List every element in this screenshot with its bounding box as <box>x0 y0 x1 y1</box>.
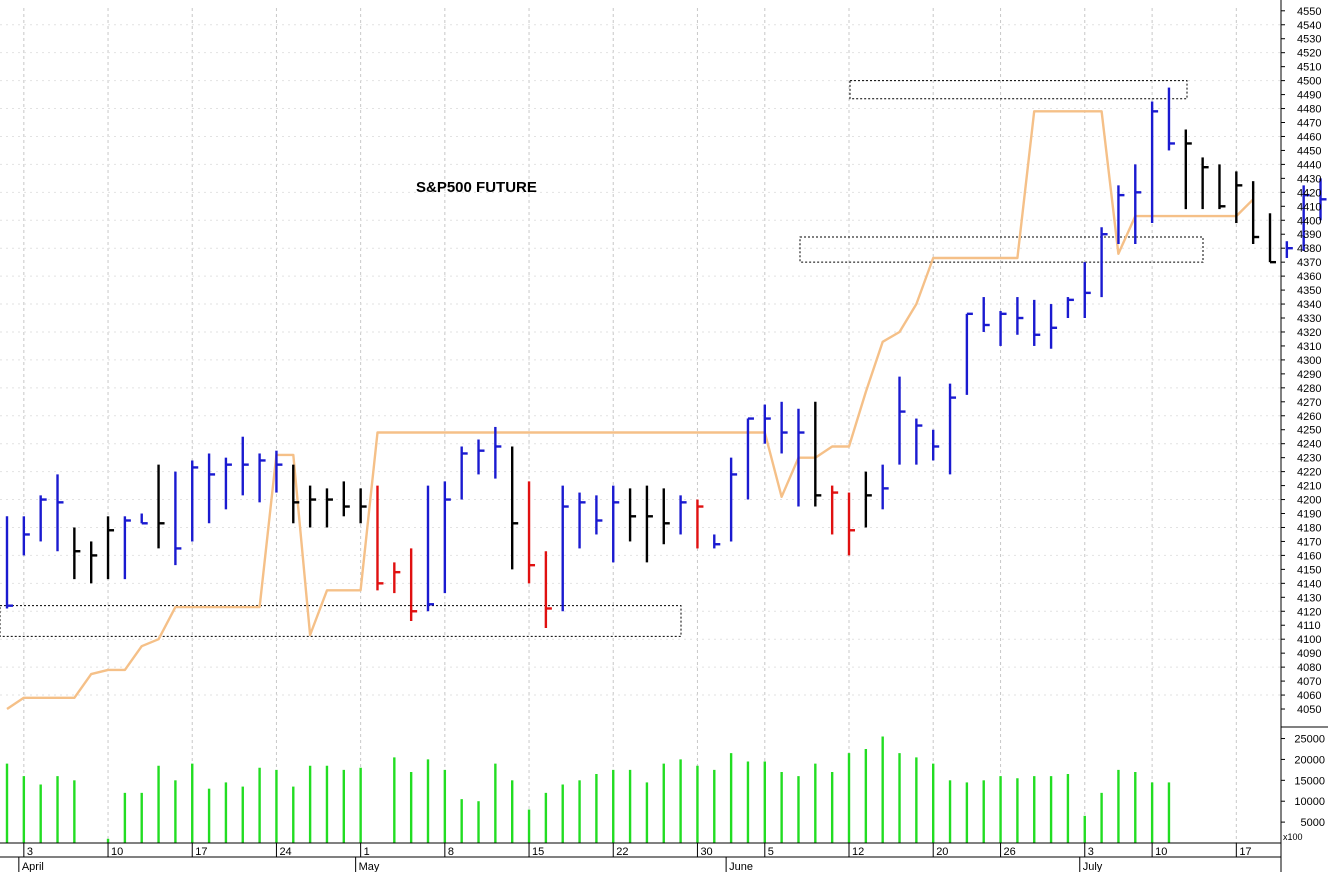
price-tick-label: 4210 <box>1297 481 1321 493</box>
month-tick-label: July <box>1083 861 1103 872</box>
price-tick-label: 4190 <box>1297 509 1321 521</box>
day-tick-label: 3 <box>1088 846 1094 858</box>
envelope-layer <box>6 110 1255 710</box>
price-tick-label: 4260 <box>1297 411 1321 423</box>
price-tick-label: 4410 <box>1297 201 1321 213</box>
grid-lines <box>0 8 1281 843</box>
price-tick-label: 4100 <box>1297 634 1321 646</box>
price-tick-label: 4520 <box>1297 48 1321 60</box>
price-tick-label: 4420 <box>1297 187 1321 199</box>
price-tick-label: 4180 <box>1297 522 1321 534</box>
price-tick-label: 4550 <box>1297 6 1321 18</box>
price-tick-label: 4060 <box>1297 690 1321 702</box>
price-tick-label: 4440 <box>1297 159 1321 171</box>
price-tick-label: 4490 <box>1297 90 1321 102</box>
price-tick-label: 4220 <box>1297 467 1321 479</box>
day-tick-label: 24 <box>279 846 291 858</box>
resistance-zone <box>0 605 682 637</box>
price-tick-label: 4350 <box>1297 285 1321 297</box>
volume-tick-label: 5000 <box>1301 817 1325 829</box>
day-tick-label: 22 <box>616 846 628 858</box>
day-tick-label: 17 <box>195 846 207 858</box>
price-tick-label: 4320 <box>1297 327 1321 339</box>
month-tick-label: June <box>729 861 753 872</box>
price-tick-label: 4120 <box>1297 606 1321 618</box>
volume-bars <box>5 736 1171 843</box>
price-tick-label: 4500 <box>1297 76 1321 88</box>
price-axis-ticks: 4050 4060 4070 4080 4090 4100 4110 4120 4130 4140… <box>1281 6 1321 716</box>
price-tick-label: 4150 <box>1297 564 1321 576</box>
resistance-zones <box>0 80 1204 637</box>
price-tick-label: 4530 <box>1297 34 1321 46</box>
price-tick-label: 4460 <box>1297 131 1321 143</box>
price-tick-label: 4130 <box>1297 592 1321 604</box>
price-tick-label: 4170 <box>1297 536 1321 548</box>
day-tick-label: 5 <box>768 846 774 858</box>
price-tick-label: 4290 <box>1297 369 1321 381</box>
price-tick-label: 4510 <box>1297 62 1321 74</box>
price-tick-label: 4310 <box>1297 341 1321 353</box>
price-bars <box>5 87 1327 629</box>
month-tick-label: May <box>359 861 380 872</box>
day-tick-label: 30 <box>700 846 712 858</box>
price-tick-label: 4540 <box>1297 20 1321 32</box>
day-tick-label: 26 <box>1004 846 1016 858</box>
price-tick-label: 4230 <box>1297 453 1321 465</box>
price-tick-label: 4450 <box>1297 145 1321 157</box>
month-tick-label: April <box>22 861 44 872</box>
price-tick-label: 4380 <box>1297 243 1321 255</box>
price-tick-label: 4360 <box>1297 271 1321 283</box>
price-tick-label: 4390 <box>1297 229 1321 241</box>
price-tick-label: 4400 <box>1297 215 1321 227</box>
envelope-line <box>6 110 1255 710</box>
volume-tick-label: 10000 <box>1294 796 1325 808</box>
price-tick-label: 4070 <box>1297 676 1321 688</box>
price-tick-label: 4470 <box>1297 118 1321 130</box>
volume-tick-label: 15000 <box>1294 775 1325 787</box>
price-tick-label: 4080 <box>1297 662 1321 674</box>
resistance-zone <box>849 80 1188 100</box>
price-tick-label: 4270 <box>1297 397 1321 409</box>
day-tick-label: 10 <box>1155 846 1167 858</box>
price-tick-label: 4250 <box>1297 425 1321 437</box>
price-tick-label: 4200 <box>1297 495 1321 507</box>
price-tick-label: 4050 <box>1297 704 1321 716</box>
day-tick-label: 10 <box>111 846 123 858</box>
day-tick-label: 20 <box>936 846 948 858</box>
price-tick-label: 4160 <box>1297 550 1321 562</box>
volume-unit-label: x100 <box>1283 832 1303 842</box>
price-tick-label: 4240 <box>1297 439 1321 451</box>
price-tick-label: 4280 <box>1297 383 1321 395</box>
price-tick-label: 4110 <box>1297 620 1321 632</box>
day-tick-label: 15 <box>532 846 544 858</box>
day-tick-label: 1 <box>364 846 370 858</box>
price-tick-label: 4300 <box>1297 355 1321 367</box>
chart-title: S&P500 FUTURE <box>416 179 537 196</box>
day-tick-label: 3 <box>27 846 33 858</box>
day-tick-label: 17 <box>1239 846 1251 858</box>
price-tick-label: 4430 <box>1297 173 1321 185</box>
price-tick-label: 4340 <box>1297 299 1321 311</box>
price-tick-label: 4140 <box>1297 578 1321 590</box>
resistance-zone <box>799 236 1204 263</box>
price-tick-label: 4480 <box>1297 104 1321 116</box>
price-tick-label: 4090 <box>1297 648 1321 660</box>
day-tick-label: 12 <box>852 846 864 858</box>
day-tick-label: 8 <box>448 846 454 858</box>
volume-axis-ticks: 5000 10000 15000 20000 25000 x100 <box>1281 734 1325 842</box>
date-axis-ticks: 3 10 17 24 1 8 15 22 30 5 12 20 26 3 10 17 April May June J… <box>18 843 1252 872</box>
price-tick-label: 4370 <box>1297 257 1321 269</box>
volume-tick-label: 20000 <box>1294 754 1325 766</box>
volume-tick-label: 25000 <box>1294 734 1325 746</box>
price-tick-label: 4330 <box>1297 313 1321 325</box>
